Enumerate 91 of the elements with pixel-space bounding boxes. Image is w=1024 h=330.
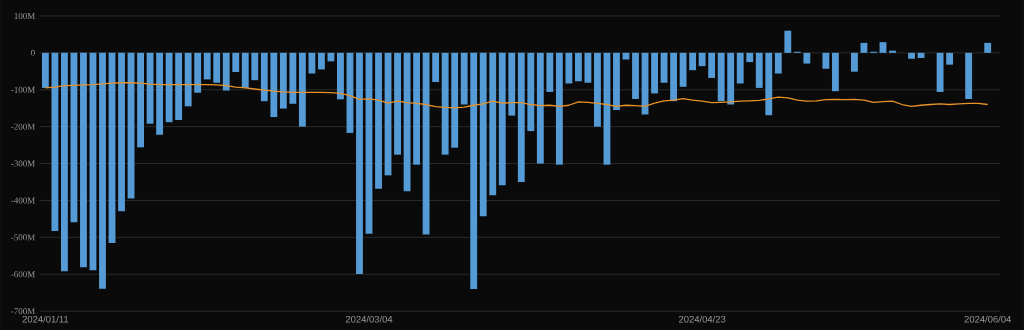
y-tick-label: -300M bbox=[11, 160, 35, 167]
bar bbox=[755, 52, 763, 88]
bar bbox=[879, 42, 887, 53]
bar bbox=[337, 52, 344, 100]
bar bbox=[184, 52, 192, 107]
bar bbox=[984, 42, 992, 53]
y-tick-label: 100M bbox=[14, 12, 35, 19]
y-tick-label: -400M bbox=[11, 197, 35, 204]
bar bbox=[460, 52, 468, 105]
bar bbox=[270, 52, 278, 118]
bar bbox=[80, 52, 87, 268]
bar bbox=[708, 52, 716, 78]
bar bbox=[99, 52, 106, 289]
bar bbox=[517, 52, 525, 182]
bar bbox=[317, 52, 325, 70]
bar bbox=[651, 52, 658, 94]
bar bbox=[508, 52, 516, 116]
bar bbox=[394, 52, 401, 155]
bar bbox=[784, 30, 792, 53]
bar bbox=[670, 52, 678, 102]
bar bbox=[137, 52, 144, 148]
bar bbox=[413, 52, 421, 165]
bar bbox=[717, 52, 725, 102]
x-tick-label: 2024/04/23 bbox=[678, 315, 726, 323]
bar bbox=[536, 52, 544, 164]
bar bbox=[527, 52, 535, 132]
bar bbox=[451, 52, 459, 148]
bar bbox=[546, 52, 554, 92]
bar bbox=[889, 50, 896, 53]
bar bbox=[851, 52, 858, 72]
bar bbox=[727, 52, 735, 105]
bar bbox=[679, 52, 687, 87]
bar bbox=[498, 52, 506, 186]
bar bbox=[375, 52, 382, 189]
bar bbox=[118, 52, 125, 212]
bar bbox=[689, 52, 697, 71]
bar bbox=[765, 52, 773, 116]
y-tick-label: -600M bbox=[11, 271, 35, 278]
y-tick-label: -200M bbox=[11, 123, 35, 130]
bar bbox=[289, 52, 297, 104]
y-tick-label: 0 bbox=[31, 49, 35, 56]
bar bbox=[822, 52, 830, 69]
bar bbox=[574, 52, 582, 82]
bar bbox=[831, 52, 839, 92]
bar bbox=[356, 52, 363, 274]
bar bbox=[260, 52, 268, 102]
y-tick-label: -500M bbox=[11, 234, 35, 241]
bar bbox=[213, 52, 221, 83]
bar bbox=[555, 52, 563, 165]
y-tick-label: -100M bbox=[11, 86, 35, 93]
bar bbox=[632, 52, 639, 99]
bar bbox=[203, 52, 211, 80]
bar bbox=[489, 52, 497, 196]
bar bbox=[279, 52, 287, 109]
bar bbox=[698, 52, 706, 67]
bar bbox=[479, 52, 487, 217]
bar bbox=[965, 52, 973, 99]
bar bbox=[308, 52, 316, 74]
bar bbox=[774, 52, 782, 74]
bar bbox=[403, 52, 411, 192]
bar bbox=[736, 52, 744, 84]
x-tick-label: 2024/03/04 bbox=[345, 315, 393, 323]
bar bbox=[156, 52, 164, 135]
bar bbox=[251, 52, 259, 81]
bar bbox=[803, 52, 811, 64]
bar bbox=[584, 52, 592, 83]
bar bbox=[594, 52, 601, 127]
bar bbox=[232, 52, 240, 72]
x-tick-label: 2024/01/11 bbox=[22, 315, 69, 323]
bar bbox=[432, 52, 440, 82]
x-tick-label: 2024/06/04 bbox=[964, 315, 1012, 323]
bar bbox=[936, 52, 944, 92]
bar bbox=[470, 52, 478, 289]
bar bbox=[51, 52, 59, 232]
bar bbox=[908, 52, 915, 59]
bar bbox=[946, 52, 954, 65]
bar bbox=[41, 52, 49, 88]
bar bbox=[422, 52, 430, 235]
bar bbox=[175, 52, 183, 120]
bar bbox=[298, 52, 306, 127]
bar bbox=[746, 52, 754, 63]
bar bbox=[61, 52, 68, 272]
bar bbox=[165, 52, 173, 123]
bar bbox=[441, 52, 449, 155]
bar bbox=[565, 52, 573, 84]
bar bbox=[241, 52, 249, 88]
bar bbox=[146, 52, 154, 124]
bar bbox=[222, 52, 230, 91]
bar bbox=[194, 52, 202, 93]
bar bbox=[613, 52, 620, 110]
y-tick-label: -700M bbox=[11, 308, 35, 315]
